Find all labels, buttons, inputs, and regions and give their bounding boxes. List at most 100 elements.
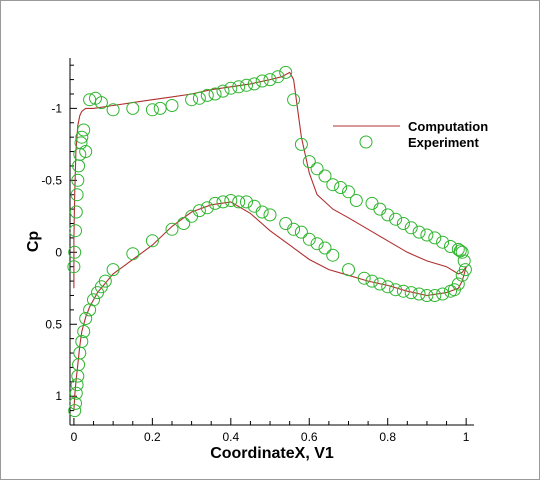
- experiment-point: [153, 101, 167, 115]
- experiment-point: [126, 247, 140, 261]
- experiment-point: [342, 263, 355, 277]
- x-tick-label: 1: [463, 430, 470, 444]
- experiment-point: [165, 222, 179, 236]
- experiment-point: [310, 162, 324, 176]
- experiment-point: [247, 77, 261, 91]
- experiment-point: [381, 208, 395, 222]
- experiment-point: [240, 78, 253, 92]
- experiment-point: [208, 196, 222, 210]
- experiment-point: [208, 87, 222, 101]
- experiment-point: [420, 289, 434, 302]
- experiment-point: [200, 88, 214, 102]
- experiment-point: [67, 260, 81, 274]
- experiment-point: [334, 181, 348, 194]
- experiment-point: [106, 103, 120, 117]
- y-tick-label: 0.5: [45, 317, 62, 331]
- experiment-point: [318, 241, 332, 255]
- experiment-point: [455, 245, 469, 259]
- experiment-point: [185, 93, 199, 107]
- experiment-point: [216, 84, 230, 98]
- experiment-point: [396, 217, 410, 230]
- experiment-point: [279, 65, 293, 79]
- y-tick-label: 1: [55, 389, 62, 403]
- experiment-point: [68, 245, 82, 259]
- experiment-point: [232, 195, 246, 209]
- experiment-point: [428, 289, 442, 302]
- experiment-point: [79, 312, 93, 325]
- experiment-point: [255, 205, 269, 219]
- experiment-point: [318, 169, 332, 183]
- experiment-point: [177, 217, 191, 230]
- experiment-point: [263, 208, 277, 222]
- experiment-point: [232, 80, 246, 94]
- experiment-point: [389, 212, 403, 226]
- experiment-point: [69, 224, 82, 238]
- experiment-point: [436, 235, 450, 249]
- experiment-point: [69, 396, 82, 410]
- experiment-point: [192, 91, 206, 105]
- experiment-point: [455, 268, 469, 282]
- y-tick-label: 0: [55, 245, 62, 259]
- experiment-point: [71, 369, 85, 383]
- experiment-point: [94, 96, 108, 110]
- experiment-point: [224, 81, 238, 95]
- computation-series: [73, 71, 467, 411]
- experiment-point: [106, 263, 120, 277]
- x-tick-label: 0: [71, 430, 78, 444]
- experiment-point: [247, 199, 261, 213]
- experiment-point: [79, 145, 93, 158]
- x-tick-label: 0.2: [144, 430, 161, 444]
- experiment-point: [444, 284, 457, 298]
- experiment-point: [216, 195, 230, 209]
- experiment-point: [70, 378, 84, 392]
- experiment-point: [75, 130, 89, 144]
- experiment-point: [428, 231, 442, 245]
- experiment-point: [77, 325, 91, 338]
- experiment-point: [145, 103, 159, 117]
- experiment-point: [74, 136, 88, 150]
- experiment-point: [287, 222, 301, 236]
- experiment-point: [396, 284, 410, 298]
- experiment-point: [69, 205, 83, 219]
- experiment-point: [310, 237, 324, 251]
- experiment-point: [436, 287, 450, 301]
- y-axis-title: Cp: [25, 231, 42, 253]
- experiment-point: [412, 287, 426, 301]
- experiment-point: [365, 196, 379, 210]
- experiment-point: [365, 274, 379, 288]
- experiment-point: [302, 232, 316, 246]
- experiment-point: [294, 225, 308, 239]
- experiment-point: [389, 283, 403, 297]
- experiment-point: [145, 234, 159, 248]
- experiment-point: [185, 209, 199, 223]
- x-tick-label: 0.6: [301, 430, 318, 444]
- experiment-series: [67, 65, 472, 418]
- experiment-point: [77, 123, 91, 137]
- experiment-point: [72, 159, 86, 173]
- experiment-point: [200, 201, 214, 215]
- legend-computation-label: Computation: [408, 119, 488, 134]
- experiment-point: [240, 195, 253, 209]
- x-axis-title: CoordinateX, V1: [210, 445, 334, 462]
- experiment-point: [420, 228, 434, 242]
- experiment-point: [263, 73, 277, 87]
- experiment-point: [404, 221, 418, 235]
- experiment-point: [69, 386, 83, 400]
- experiment-point: [91, 286, 104, 300]
- experiment-point: [326, 248, 340, 262]
- experiment-point: [271, 70, 285, 84]
- legend-experiment-swatch: [359, 135, 373, 149]
- experiment-point: [457, 254, 471, 268]
- y-tick-label: -0.5: [41, 173, 62, 187]
- experiment-point: [404, 286, 418, 300]
- experiment-point: [342, 185, 355, 199]
- y-tick-label: -1: [51, 101, 62, 115]
- x-tick-label: 0.8: [379, 430, 396, 444]
- experiment-point: [373, 277, 387, 291]
- experiment-point: [373, 202, 387, 216]
- experiment-point: [451, 242, 465, 256]
- experiment-point: [83, 303, 97, 317]
- experiment-point: [326, 178, 340, 192]
- experiment-point: [165, 99, 179, 112]
